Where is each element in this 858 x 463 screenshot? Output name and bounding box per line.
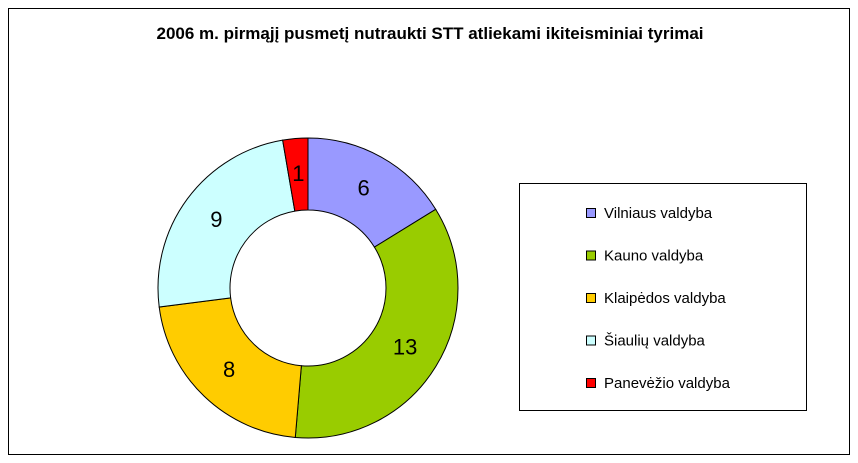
legend-swatch — [586, 378, 596, 388]
legend-box — [519, 183, 807, 411]
legend-swatch — [586, 335, 596, 346]
data-label: 1 — [292, 161, 304, 186]
data-label: 6 — [357, 175, 369, 200]
donut-slice — [294, 208, 459, 439]
legend-label: Klaipėdos valdyba — [604, 290, 726, 307]
legend-label: Šiaulių valdyba — [604, 332, 706, 349]
legend-label: Vilniaus valdyba — [604, 205, 713, 222]
donut-slice — [282, 137, 309, 212]
data-label: 9 — [210, 207, 222, 232]
data-label: 8 — [223, 357, 235, 382]
legend-swatch — [586, 250, 596, 261]
legend-swatch — [586, 208, 596, 218]
donut-slice — [157, 139, 296, 308]
chart-title: 2006 m. pirmąjį pusmetį nutraukti STT at… — [156, 24, 704, 43]
legend-label: Kauno valdyba — [604, 247, 704, 264]
donut-slice — [158, 297, 302, 439]
data-label: 13 — [393, 335, 417, 360]
legend-label: Panevėžio valdyba — [604, 375, 731, 392]
legend-swatch — [586, 293, 596, 303]
